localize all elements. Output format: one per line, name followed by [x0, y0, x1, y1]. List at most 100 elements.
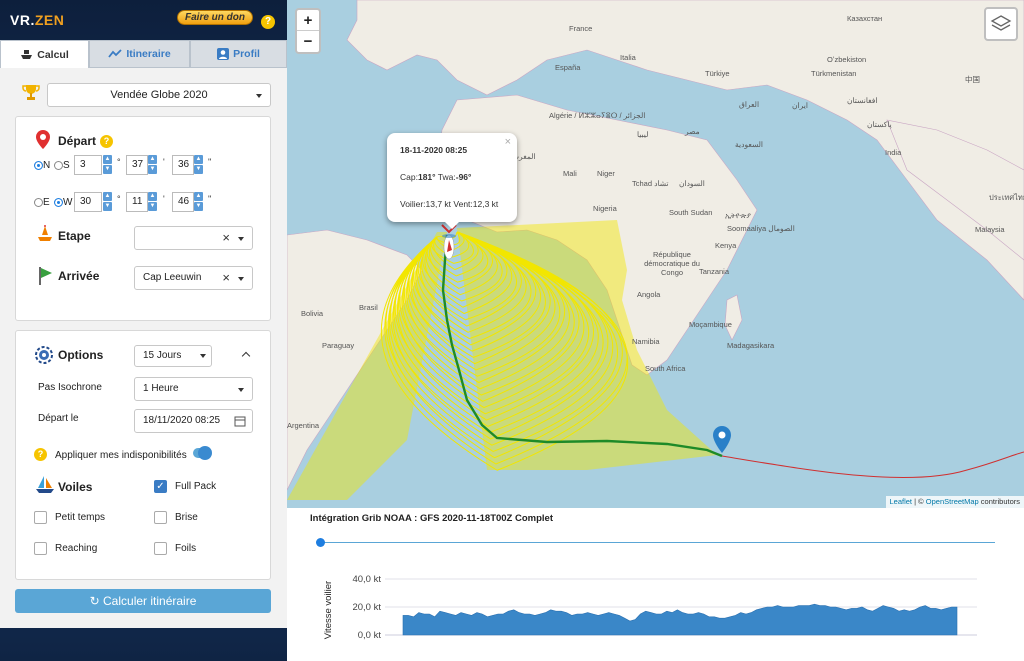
map-label: Soomaaliya الصومال	[727, 224, 795, 233]
lat-min-input[interactable]: 37	[126, 155, 148, 175]
etape-label: Etape	[58, 229, 91, 243]
chevron-down-icon	[238, 277, 244, 281]
zoom-out-button[interactable]: −	[303, 33, 313, 50]
clear-icon[interactable]: ×	[222, 270, 230, 285]
map-label: Oʻzbekiston	[827, 55, 867, 64]
duration-select[interactable]: 15 Jours	[134, 345, 212, 367]
lon-min-stepper[interactable]: ▲ ▼	[148, 192, 157, 211]
map-label: Algérie / ⵍⵣⵣⴰⵢⴻⵔ / الجزائر	[549, 111, 646, 120]
tab-itineraire[interactable]: Itineraire	[89, 40, 190, 68]
map-label: Nigeria	[593, 204, 617, 213]
lat-sec-input[interactable]: 36	[172, 155, 194, 175]
map-label: India	[885, 148, 902, 157]
map-label: المغرب	[512, 152, 536, 161]
map-label: España	[555, 63, 581, 72]
lat-min-stepper[interactable]: ▲ ▼	[148, 155, 157, 174]
lat-deg-stepper[interactable]: ▲ ▼	[103, 155, 112, 174]
radio-south[interactable]	[54, 161, 63, 170]
lon-min-input[interactable]: 11	[126, 192, 148, 212]
osm-link[interactable]: OpenStreetMap	[925, 497, 979, 506]
reaching-checkbox[interactable]	[34, 542, 47, 555]
map-label: Niger	[597, 169, 615, 178]
full-pack-label: Full Pack	[175, 481, 217, 492]
map-label: مصر	[685, 127, 700, 136]
map-label: پاکستان	[867, 120, 892, 129]
calendar-icon[interactable]	[234, 415, 246, 427]
full-pack-checkbox[interactable]: ✓	[154, 480, 167, 493]
top-bar: VR.ZEN Faire un don ?	[0, 0, 287, 38]
donate-button[interactable]: Faire un don	[177, 10, 253, 25]
tab-calcul[interactable]: Calcul	[0, 40, 89, 68]
map-label: العراق	[739, 100, 760, 109]
depart-label: Départ	[58, 134, 97, 148]
radio-south-label: S	[63, 160, 70, 171]
lon-deg-stepper[interactable]: ▲ ▼	[103, 192, 112, 211]
help-icon[interactable]: ?	[261, 15, 275, 29]
radio-east[interactable]	[34, 198, 43, 207]
map-label: ประเทศไทย	[989, 193, 1024, 202]
leaflet-link[interactable]: Leaflet	[889, 497, 913, 506]
help-icon[interactable]: ?	[34, 448, 47, 461]
isochrone-curve	[399, 231, 575, 396]
map[interactable]: France Italia España Türkiye Казахстан O…	[287, 0, 1024, 508]
chevron-down-icon	[200, 354, 206, 358]
calculer-itineraire-button[interactable]: ↻ Calculer itinéraire	[15, 589, 271, 613]
isochrone-lines	[287, 220, 717, 500]
race-select[interactable]: Vendée Globe 2020	[47, 83, 271, 107]
options-label: Options	[58, 348, 104, 362]
map-label: ኢትዮጵያ	[725, 211, 751, 220]
lat-sec-stepper[interactable]: ▲ ▼	[194, 155, 203, 174]
map-label: Angola	[637, 290, 661, 299]
radio-north[interactable]	[34, 161, 43, 170]
voiles-label: Voiles	[58, 480, 93, 494]
map-label: République démocratique du Congo	[644, 250, 700, 277]
tab-label: Itineraire	[126, 48, 171, 60]
pas-isochrone-select[interactable]: 1 Heure	[134, 377, 253, 401]
time-slider-handle[interactable]	[316, 538, 325, 547]
arrivee-select[interactable]: Cap Leeuwin ×	[134, 266, 253, 290]
min-unit: '	[163, 194, 165, 204]
clear-icon[interactable]: ×	[222, 230, 230, 245]
land-eurasia	[346, 0, 1024, 301]
lat-deg-input[interactable]: 3	[74, 155, 102, 175]
petit-temps-checkbox[interactable]	[34, 511, 47, 524]
left-panel: VR.ZEN Faire un don ? Calcul Itineraire …	[0, 0, 287, 661]
flag-icon	[39, 267, 52, 285]
map-label: Namibia	[632, 337, 660, 346]
close-icon[interactable]: ×	[504, 136, 511, 148]
route-card: Départ ? N S 3 ▲ ▼ ° 37 ▲ ▼ ' 36 ▲ ▼ '' E W…	[15, 116, 271, 321]
land-madagascar	[724, 294, 743, 341]
chevron-down-icon	[256, 94, 262, 98]
chevron-down-icon	[238, 237, 244, 241]
foils-checkbox[interactable]	[154, 542, 167, 555]
map-label: Argentina	[287, 421, 320, 430]
lon-deg-input[interactable]: 30	[74, 192, 102, 212]
radio-west[interactable]	[54, 198, 63, 207]
lon-sec-input[interactable]: 46	[172, 192, 194, 212]
popup-tip	[444, 221, 460, 229]
map-label: ایران	[792, 101, 808, 110]
map-label: Bolivia	[301, 309, 324, 318]
chart-ytick-label: 40,0 kt	[352, 574, 381, 585]
map-canvas	[287, 0, 1024, 500]
min-unit: '	[163, 157, 165, 167]
popup-twa-label: Twa:	[437, 172, 456, 182]
depart-le-input[interactable]: 18/11/2020 08:25	[134, 409, 253, 433]
layers-button[interactable]	[984, 7, 1018, 41]
deg-unit: °	[117, 157, 121, 167]
time-slider-track[interactable]	[320, 542, 995, 543]
zoom-in-button[interactable]: +	[297, 10, 319, 31]
speed-area	[402, 603, 958, 636]
dispo-toggle[interactable]	[193, 446, 212, 460]
etape-select[interactable]: ×	[134, 226, 253, 250]
tab-profil[interactable]: Profil	[190, 40, 287, 68]
map-label: Türkiye	[705, 69, 730, 78]
destination-pin-icon[interactable]	[713, 426, 731, 453]
popup-date: 18-11-2020 08:25	[400, 145, 468, 155]
brise-checkbox[interactable]	[154, 511, 167, 524]
logo: VR.ZEN	[10, 12, 65, 28]
help-icon[interactable]: ?	[100, 135, 113, 148]
map-label: Italia	[620, 53, 636, 62]
collapse-icon[interactable]	[241, 351, 251, 361]
lon-sec-stepper[interactable]: ▲ ▼	[194, 192, 203, 211]
